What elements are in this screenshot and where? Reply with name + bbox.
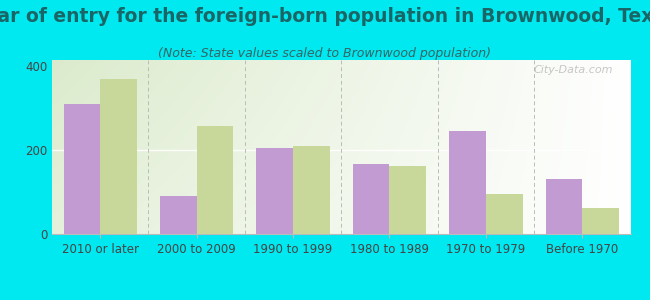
Bar [545,179,582,234]
Bar [256,148,293,234]
Bar [64,104,100,234]
Text: City-Data.com: City-Data.com [534,65,613,75]
Bar [196,126,233,234]
Bar [582,208,619,234]
Bar [100,79,137,234]
Bar [389,166,426,234]
Text: Year of entry for the foreign-born population in Brownwood, Texas: Year of entry for the foreign-born popul… [0,8,650,26]
Bar [449,131,486,234]
Bar [160,196,196,234]
Bar [293,146,330,234]
Bar [353,164,389,234]
Text: (Note: State values scaled to Brownwood population): (Note: State values scaled to Brownwood … [159,46,491,59]
Bar [486,194,523,234]
